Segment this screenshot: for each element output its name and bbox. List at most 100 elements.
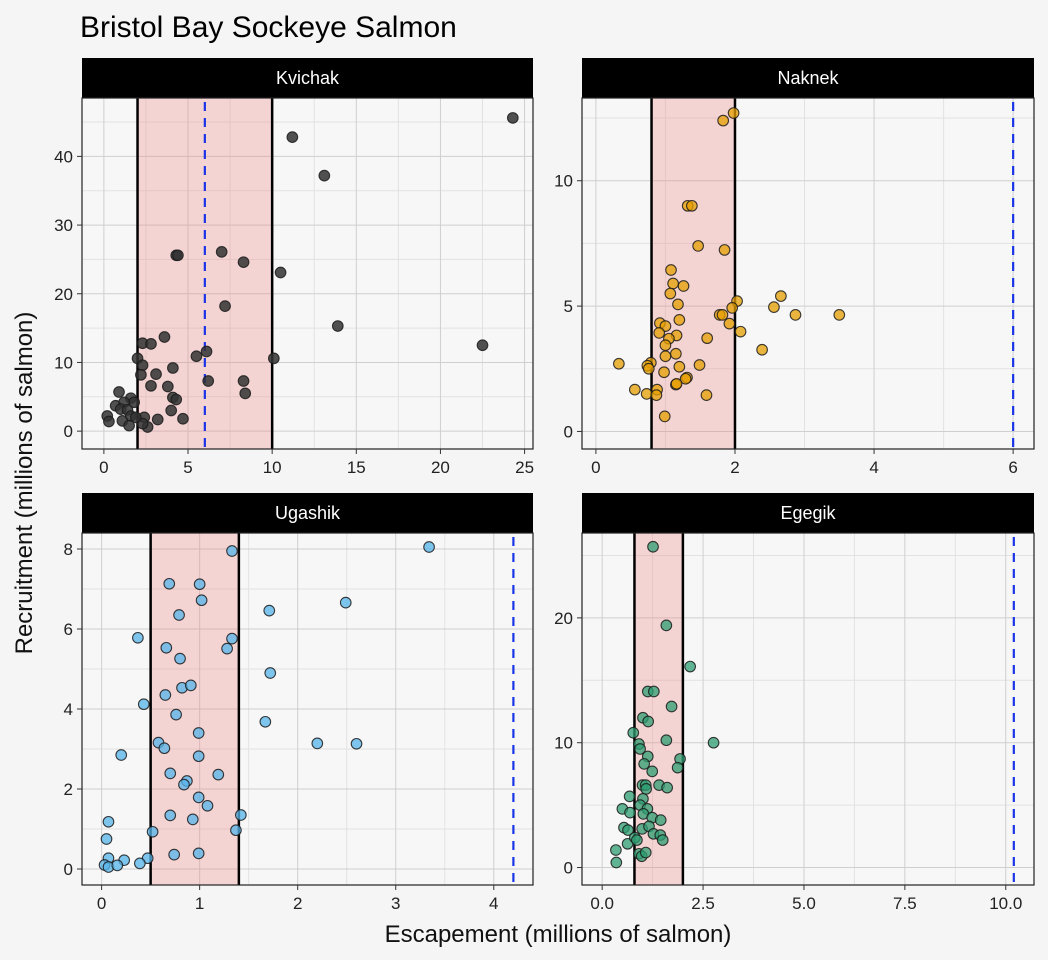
facet-strip bbox=[582, 58, 1034, 98]
x-tick-label: 4 bbox=[489, 894, 498, 913]
y-tick-label: 2 bbox=[64, 780, 73, 799]
data-point bbox=[123, 419, 135, 432]
data-point bbox=[115, 749, 128, 761]
data-point bbox=[661, 781, 674, 794]
data-point bbox=[670, 377, 683, 390]
y-tick-label: 20 bbox=[54, 285, 73, 304]
grid-lines bbox=[582, 98, 1034, 449]
data-point bbox=[264, 667, 277, 679]
data-point bbox=[628, 383, 641, 396]
x-tick-label: 2 bbox=[293, 894, 302, 913]
y-tick-label: 10 bbox=[554, 734, 573, 753]
data-point bbox=[151, 413, 164, 426]
data-point bbox=[215, 246, 228, 258]
x-tick-label: 5.0 bbox=[792, 894, 816, 913]
data-point bbox=[610, 844, 622, 856]
x-tick-label: 4 bbox=[869, 458, 878, 477]
facet-strip-label: Kvichak bbox=[276, 68, 340, 88]
y-tick-label: 10 bbox=[54, 353, 73, 372]
data-point bbox=[331, 320, 344, 332]
data-point bbox=[201, 799, 214, 812]
data-points bbox=[613, 107, 846, 423]
data-point bbox=[642, 362, 655, 375]
data-point bbox=[673, 360, 686, 373]
facet-strip bbox=[82, 58, 533, 98]
data-point bbox=[646, 765, 659, 778]
data-point bbox=[177, 412, 189, 425]
data-point bbox=[145, 379, 157, 392]
data-point bbox=[339, 596, 352, 609]
data-point bbox=[239, 387, 252, 400]
data-point bbox=[623, 790, 636, 803]
data-point bbox=[707, 736, 720, 749]
data-point bbox=[160, 641, 173, 654]
data-point bbox=[654, 814, 667, 826]
data-point bbox=[650, 389, 663, 401]
data-points bbox=[610, 540, 720, 869]
data-point bbox=[723, 317, 736, 330]
data-point bbox=[234, 809, 247, 821]
data-point bbox=[137, 698, 150, 711]
x-tick-label: 2 bbox=[730, 458, 739, 477]
data-point bbox=[135, 368, 147, 381]
x-tick-label: 10 bbox=[263, 458, 282, 477]
data-point bbox=[164, 809, 177, 822]
x-tick-label: 20 bbox=[431, 458, 450, 477]
data-point bbox=[192, 750, 205, 763]
data-point bbox=[145, 338, 157, 350]
data-point bbox=[716, 309, 729, 321]
facet-ugashik: Ugashik 0 1 2 3 4 0 2 4 6 8 bbox=[64, 493, 534, 913]
y-tick-label: 30 bbox=[54, 216, 73, 235]
data-point bbox=[200, 345, 213, 358]
x-tick-label: 5 bbox=[183, 458, 192, 477]
data-point bbox=[693, 359, 706, 371]
y-tick-label: 0 bbox=[64, 422, 73, 441]
data-point bbox=[686, 199, 698, 212]
data-point bbox=[476, 339, 489, 352]
x-axis-title: Escapement (millions of salmon) bbox=[385, 921, 732, 948]
x-tick-label: 7.5 bbox=[893, 894, 917, 913]
data-point bbox=[789, 309, 802, 321]
facet-egegik: Egegik 0.0 2.5 5.0 7.5 10.0 0 10 20 bbox=[554, 493, 1035, 913]
data-point bbox=[193, 578, 206, 591]
data-point bbox=[172, 249, 184, 262]
panel-border bbox=[581, 97, 1035, 450]
panel-border bbox=[81, 97, 534, 450]
x-tick-label: 1 bbox=[195, 894, 204, 913]
facet-strip-label: Egegik bbox=[780, 503, 836, 523]
chart-title: Bristol Bay Sockeye Salmon bbox=[80, 11, 457, 44]
data-point bbox=[164, 767, 177, 780]
data-point bbox=[192, 727, 205, 739]
data-point bbox=[700, 389, 713, 401]
data-point bbox=[665, 700, 678, 713]
data-point bbox=[226, 632, 238, 645]
data-point bbox=[168, 848, 181, 861]
data-point bbox=[659, 339, 672, 352]
data-point bbox=[230, 824, 242, 837]
data-point bbox=[111, 859, 124, 872]
data-point bbox=[184, 679, 197, 692]
data-point bbox=[192, 847, 205, 860]
data-point bbox=[658, 410, 671, 423]
data-point bbox=[638, 758, 651, 770]
x-tick-label: 25 bbox=[515, 458, 534, 477]
data-point bbox=[717, 114, 730, 127]
data-point bbox=[647, 540, 659, 553]
data-points bbox=[98, 541, 435, 873]
data-point bbox=[634, 743, 646, 755]
facet-strip bbox=[82, 493, 533, 533]
x-tick-label: 10.0 bbox=[989, 894, 1022, 913]
data-point bbox=[768, 301, 780, 313]
data-point bbox=[178, 778, 190, 791]
goal-range-band bbox=[651, 98, 735, 449]
data-point bbox=[627, 726, 640, 739]
data-point bbox=[221, 642, 233, 655]
data-point bbox=[237, 256, 250, 269]
y-tick-label: 6 bbox=[64, 620, 73, 639]
x-tick-label: 0 bbox=[591, 458, 600, 477]
y-tick-label: 5 bbox=[564, 297, 573, 316]
data-point bbox=[726, 301, 739, 314]
y-tick-label: 10 bbox=[554, 172, 573, 191]
goal-range-band bbox=[150, 533, 239, 885]
